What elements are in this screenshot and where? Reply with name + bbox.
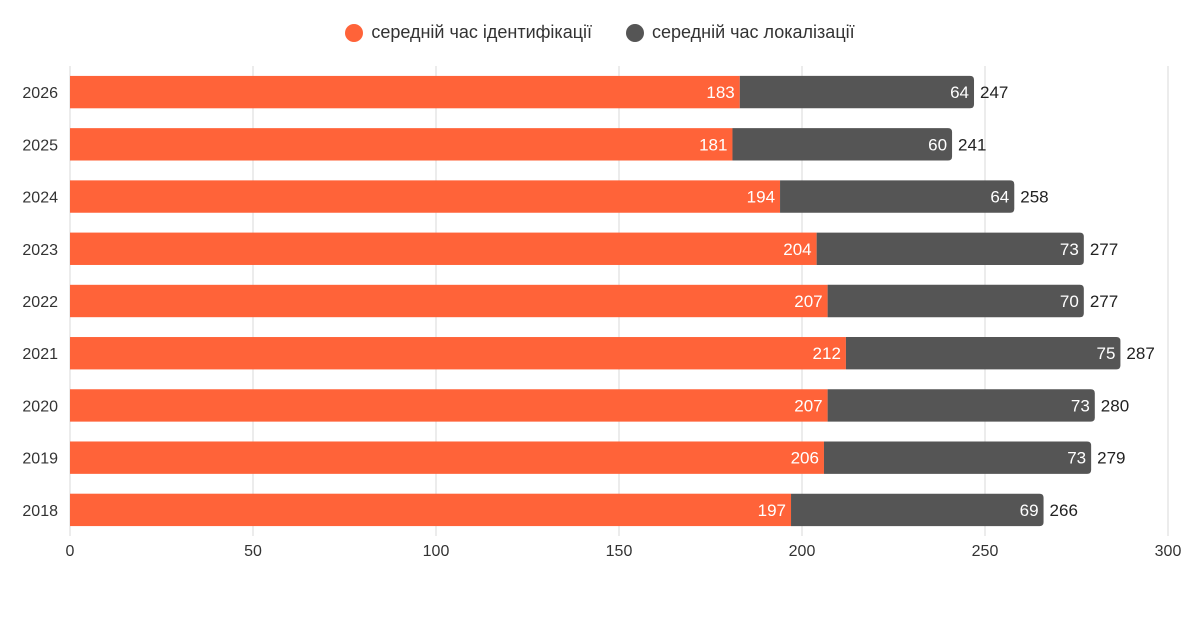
data-label-containment: 64	[950, 83, 969, 102]
bar-containment	[816, 232, 1084, 265]
bar-containment	[739, 75, 975, 109]
legend-item-identification: середній час ідентифікації	[345, 22, 592, 43]
data-label-identification: 207	[794, 396, 822, 415]
bar-identification	[70, 284, 828, 318]
legend-item-containment: середній час локалізації	[626, 22, 855, 43]
data-label-total: 247	[980, 83, 1008, 102]
bar-containment	[791, 493, 1044, 527]
bar-containment	[827, 389, 1095, 422]
bar-containment	[732, 128, 953, 161]
bar-containment	[780, 180, 1015, 213]
bar-identification	[70, 232, 817, 265]
data-label-total: 280	[1101, 396, 1129, 415]
data-label-total: 241	[958, 135, 986, 154]
y-category-label: 2023	[22, 242, 58, 259]
y-category-label: 2018	[22, 503, 58, 520]
bar-containment	[827, 284, 1084, 318]
bar-identification	[70, 75, 740, 109]
legend-label-identification: середній час ідентифікації	[371, 22, 593, 42]
y-category-label: 2026	[22, 85, 58, 102]
bar-identification	[70, 180, 781, 213]
data-label-containment: 75	[1096, 344, 1115, 363]
data-label-identification: 183	[706, 83, 734, 102]
x-tick-label: 100	[423, 543, 450, 560]
bar-identification	[70, 493, 792, 527]
bar-identification	[70, 389, 828, 422]
data-label-identification: 204	[783, 240, 811, 259]
bar-identification	[70, 128, 733, 161]
legend-dot-containment-icon	[626, 23, 645, 42]
data-label-identification: 212	[813, 344, 841, 363]
data-label-containment: 69	[1020, 501, 1039, 520]
x-tick-label: 300	[1155, 543, 1182, 560]
y-category-label: 2019	[22, 451, 58, 468]
legend-label-containment: середній час локалізації	[652, 22, 855, 42]
y-category-label: 2025	[22, 137, 58, 154]
data-label-identification: 194	[747, 188, 775, 207]
bar-identification	[70, 337, 846, 370]
data-label-containment: 60	[928, 135, 947, 154]
y-category-label: 2021	[22, 346, 58, 363]
data-label-identification: 206	[791, 449, 819, 468]
data-label-containment: 70	[1060, 292, 1079, 311]
data-label-identification: 207	[794, 292, 822, 311]
legend-dot-identification-icon	[345, 23, 364, 42]
bar-containment	[845, 337, 1121, 370]
data-label-containment: 73	[1060, 240, 1079, 259]
x-tick-label: 150	[606, 543, 633, 560]
data-label-containment: 64	[990, 188, 1009, 207]
data-label-total: 277	[1090, 240, 1118, 259]
data-label-containment: 73	[1071, 396, 1090, 415]
y-category-label: 2020	[22, 398, 58, 415]
x-tick-label: 50	[244, 543, 262, 560]
data-label-total: 277	[1090, 292, 1118, 311]
x-tick-label: 250	[972, 543, 999, 560]
legend: середній час ідентифікації середній час …	[0, 22, 1200, 43]
data-label-identification: 181	[699, 135, 727, 154]
data-label-containment: 73	[1067, 449, 1086, 468]
y-category-label: 2024	[22, 190, 58, 207]
bar-containment	[823, 441, 1092, 474]
data-label-total: 258	[1020, 188, 1048, 207]
bar-identification	[70, 441, 824, 474]
data-label-total: 287	[1126, 344, 1154, 363]
y-category-label: 2022	[22, 294, 58, 311]
x-tick-label: 200	[789, 543, 816, 560]
x-tick-label: 0	[66, 543, 75, 560]
data-label-identification: 197	[758, 501, 786, 520]
data-label-total: 266	[1050, 501, 1078, 520]
data-label-total: 279	[1097, 449, 1125, 468]
